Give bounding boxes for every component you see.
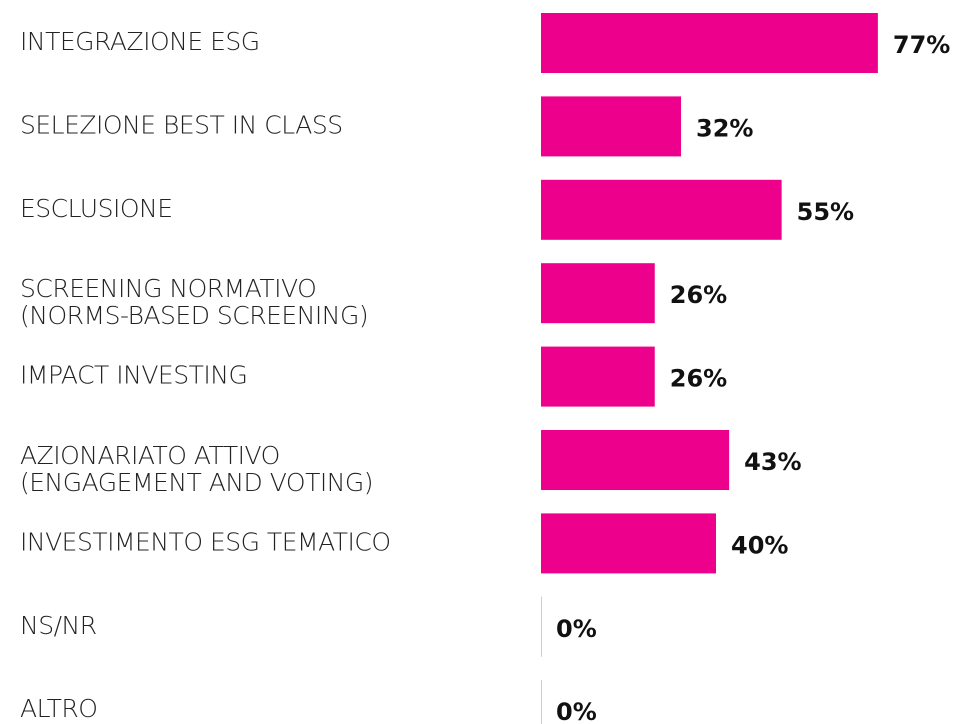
value-label: 55% (797, 198, 854, 226)
bar (541, 179, 782, 240)
value-label: 77% (893, 31, 950, 59)
category-label: ESCLUSIONE (20, 194, 173, 223)
category-label: SELEZIONE BEST IN CLASS (20, 110, 343, 139)
bar (541, 430, 730, 490)
category-label: NS/NR (20, 611, 97, 640)
bar (541, 96, 681, 157)
value-label: 0% (556, 698, 597, 724)
bar (541, 263, 655, 324)
category-label: AZIONARIATO ATTIVO (ENGAGEMENT AND VOTING… (20, 441, 373, 497)
value-label: 32% (696, 114, 753, 142)
bar (541, 13, 878, 73)
bar (541, 513, 716, 574)
category-label: ALTRO (20, 694, 97, 723)
value-label: 0% (556, 615, 597, 643)
category-label: IMPACT INVESTING (20, 361, 247, 390)
category-label: INVESTIMENTO ESG TEMATICO (20, 527, 391, 556)
category-label: INTEGRAZIONE ESG (20, 27, 260, 56)
bar (541, 346, 655, 407)
value-label: 43% (744, 448, 801, 476)
bar (541, 680, 542, 724)
value-label: 26% (670, 281, 727, 309)
bar (541, 596, 542, 657)
value-label: 40% (731, 531, 788, 559)
category-label: SCREENING NORMATIVO (NORMS-BASED SCREENIN… (20, 274, 368, 330)
value-label: 26% (670, 365, 727, 393)
